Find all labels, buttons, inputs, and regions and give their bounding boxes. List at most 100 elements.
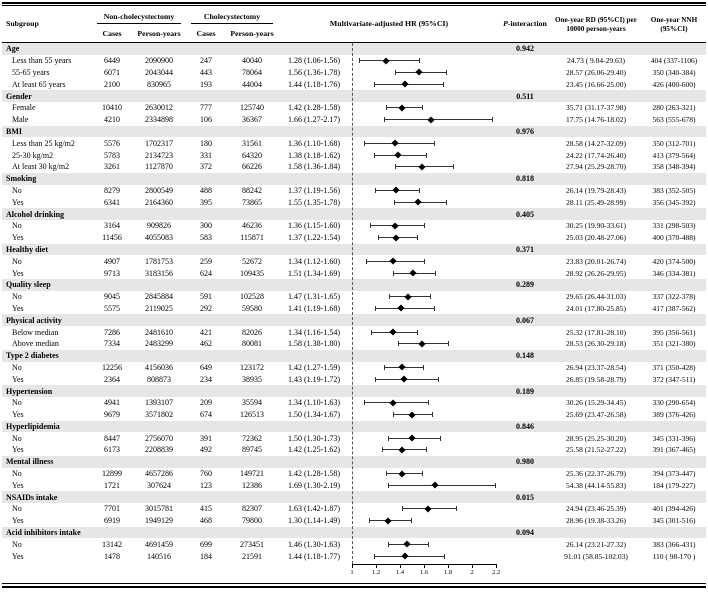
ci-cap-left: [378, 235, 380, 241]
forest-plot-cell: [350, 362, 500, 374]
hr-value: 1.34 (1.12-1.60): [288, 256, 340, 266]
axis-tick-label: 1.8: [443, 569, 453, 576]
row-label: No: [12, 469, 22, 479]
rd-value: 30.25 (19.90-33.61): [566, 221, 626, 231]
person-years-cholecystectomy: 59580: [242, 303, 262, 313]
hr-marker: [384, 517, 392, 525]
person-years-cholecystectomy: 52672: [242, 256, 262, 266]
cases-noncholecystectomy: 7701: [104, 504, 120, 514]
rd-value: 23.45 (16.66-25.00): [566, 79, 626, 89]
section-row: Mental illness 0.980: [2, 455, 706, 468]
rd-value: 25.58 (21.52-27.22): [566, 445, 626, 455]
row-label: Yes: [12, 480, 24, 490]
subgroup-row: No 8447 2756070 391 72362 1.50 (1.30-1.7…: [2, 432, 706, 444]
section-row: Smoking 0.818: [2, 172, 706, 185]
hr-marker: [392, 186, 400, 194]
person-years-cholecystectomy: 46236: [242, 221, 262, 231]
p-interaction-value: 0.289: [516, 280, 534, 290]
subgroup-row: Below median 7286 2481610 421 82026 1.34…: [2, 326, 706, 338]
hr-value: 1.34 (1.10-1.63): [288, 398, 340, 408]
p-interaction-value: 0.818: [516, 174, 534, 184]
cases-noncholecystectomy: 8447: [104, 433, 120, 443]
row-label: Male: [12, 115, 29, 125]
section-row: Healthy diet 0.371: [2, 243, 706, 256]
row-label: No: [12, 504, 22, 514]
cases-cholecystectomy: 184: [200, 551, 212, 561]
hr-marker: [389, 328, 397, 336]
person-years-noncholecystectomy: 2756070: [145, 433, 173, 443]
forest-plot-cell: [350, 503, 500, 515]
person-years-noncholecystectomy: 140516: [147, 551, 171, 561]
row-label: Yes: [12, 233, 24, 243]
forest-plot-cell: [350, 67, 500, 79]
rd-value: 28.96 (19.38-33.26): [566, 516, 626, 526]
hr-value: 1.50 (1.30-1.73): [288, 433, 340, 443]
p-interaction-value: 0.094: [516, 528, 534, 538]
section-label: Hyperlipidemia: [6, 421, 60, 431]
subgroup-row: Yes 6173 2208839 492 89745 1.42 (1.25-1.…: [2, 444, 706, 456]
nnh-value: 420 (374-500): [652, 256, 696, 266]
cases-noncholecystectomy: 9045: [104, 292, 120, 302]
subgroup-row: Yes 9713 3183156 624 109435 1.51 (1.34-1…: [2, 267, 706, 279]
ci-cap-right: [443, 81, 445, 87]
ci-cap-right: [456, 506, 458, 512]
person-years-noncholecystectomy: 1127870: [145, 162, 173, 172]
ci-cap-left: [384, 117, 386, 123]
nnh-value: 330 (290-654): [652, 398, 696, 408]
row-label: At least 30 kg/m2: [12, 162, 70, 172]
cases-cholecystectomy: 247: [200, 56, 212, 66]
hr-value: 1.41 (1.19-1.68): [288, 303, 340, 313]
person-years-cholecystectomy: 125740: [240, 103, 264, 113]
ci-cap-left: [382, 447, 383, 453]
hr-marker: [404, 293, 412, 301]
nnh-value: 383 (366-431): [652, 539, 696, 549]
ci-cap-right: [438, 376, 440, 382]
column-header-cases-noncholecystectomy: Cases: [102, 28, 122, 38]
hr-value: 1.28 (1.06-1.56): [288, 56, 340, 66]
rd-value: 26.14 (19.79-28.43): [566, 185, 626, 195]
hr-marker: [431, 481, 439, 489]
section-label: Age: [6, 44, 20, 54]
ci-cap-right: [421, 105, 423, 111]
ci-cap-left: [366, 258, 368, 264]
subgroup-row: Less than 55 years 6449 2090900 247 4004…: [2, 55, 706, 67]
hr-value: 1.44 (1.18-1.76): [288, 79, 340, 89]
column-header-personyears-cholecystectomy: Person-years: [230, 28, 274, 38]
subgroup-row: No 3164 909826 300 46236 1.36 (1.15-1.60…: [2, 220, 706, 232]
rd-value: 54.38 (44.14-55.83): [566, 480, 626, 490]
hr-marker: [398, 470, 406, 478]
cases-cholecystectomy: 777: [200, 103, 212, 113]
row-label: Female: [12, 103, 36, 113]
p-interaction-value: 0.067: [516, 315, 534, 325]
ci-cap-right: [452, 164, 454, 170]
nnh-value: 372 (347-511): [652, 374, 696, 384]
hr-value: 1.43 (1.19-1.72): [288, 374, 340, 384]
hr-marker: [403, 540, 411, 548]
ci-cap-right: [433, 140, 435, 146]
forest-plot-cell: [350, 291, 500, 303]
row-label: No: [12, 221, 22, 231]
person-years-cholecystectomy: 123172: [240, 362, 264, 372]
hr-marker: [382, 57, 390, 65]
section-row: Acid inhibitors intake 0.094: [2, 526, 706, 539]
hr-marker: [408, 411, 416, 419]
nnh-value: 351 (321-380): [652, 339, 696, 349]
person-years-noncholecystectomy: 3183156: [145, 268, 173, 278]
column-header-subgroup: Subgroup: [6, 19, 39, 29]
section-label: Type 2 diabetes: [6, 351, 59, 361]
section-label: Acid inhibitors intake: [6, 528, 81, 538]
ci-cap-right: [448, 341, 449, 347]
column-header-rd: One-year RD (95%CI) per 10000 person-yea…: [555, 16, 637, 33]
hr-marker: [398, 104, 406, 112]
person-years-noncholecystectomy: 2800549: [145, 185, 173, 195]
axis-tick-label: 1.4: [395, 569, 405, 576]
rd-value: 28.11 (25.49-28.99): [566, 197, 626, 207]
hr-value: 1.55 (1.35-1.78): [288, 197, 340, 207]
hr-value: 1.36 (1.10-1.68): [288, 138, 340, 148]
forest-plot-cell: [350, 444, 500, 456]
subgroup-row: Female 10410 2630012 777 125740 1.42 (1.…: [2, 102, 706, 114]
nnh-value: 394 (373-447): [652, 469, 696, 479]
section-row: Alcohol drinking 0.405: [2, 208, 706, 220]
person-years-cholecystectomy: 31561: [242, 138, 262, 148]
person-years-noncholecystectomy: 1949129: [145, 516, 173, 526]
